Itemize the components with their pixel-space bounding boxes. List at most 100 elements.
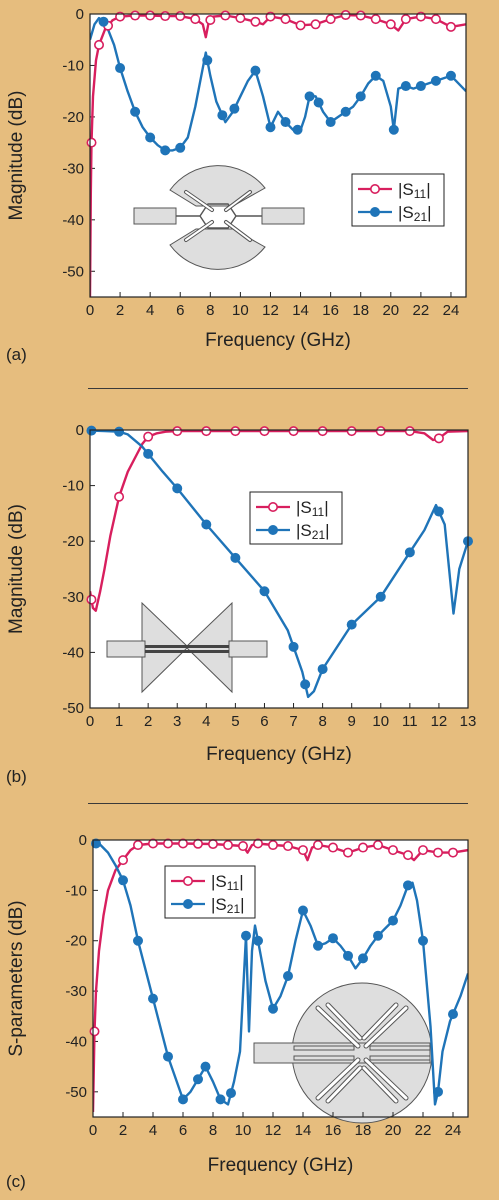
x-tick-label: 5 (231, 713, 239, 730)
legend-label-s21: |S21| (211, 895, 245, 916)
chart-panel-c: 0 2 4 6 8 10 12 14 16 18 20 22 240-10-20-30-40-50Fre… (6, 832, 469, 1176)
data-point-s11 (201, 426, 212, 437)
data-point-s21 (217, 110, 228, 121)
data-point-s21 (201, 519, 212, 530)
y-tick-label: -50 (62, 700, 84, 717)
data-point-s21 (404, 547, 415, 558)
x-tick-label: 12 (262, 302, 279, 319)
data-point-s21 (342, 950, 353, 961)
data-point-s11 (400, 14, 411, 25)
data-point-s21 (265, 122, 276, 133)
data-point-s11 (327, 842, 338, 853)
data-point-s21 (417, 935, 428, 946)
data-point-s11 (297, 845, 308, 856)
y-tick-label: -20 (62, 109, 84, 126)
data-point-s11 (317, 426, 328, 437)
data-point-s21 (86, 425, 97, 436)
data-point-s21 (253, 935, 264, 946)
data-point-s11 (145, 10, 156, 21)
panel-label-b: (b) (6, 767, 27, 786)
data-point-s21 (267, 1003, 278, 1014)
plot-area (90, 14, 466, 297)
data-point-s11 (325, 14, 336, 25)
data-point-s11 (208, 839, 219, 850)
x-tick-label: 8 (209, 1122, 217, 1139)
data-point-s21 (387, 915, 398, 926)
inset-line-right-1 (369, 1045, 431, 1051)
data-point-s11 (340, 10, 351, 21)
data-point-s11 (114, 491, 125, 502)
data-point-s21 (98, 16, 109, 27)
inset-device-diagram (106, 601, 268, 694)
data-point-s11 (175, 11, 186, 22)
data-point-s21 (118, 875, 129, 886)
inset-device-diagram (253, 982, 433, 1124)
data-point-s11 (310, 19, 321, 30)
data-point-s21 (304, 91, 315, 102)
x-tick-label: 2 (119, 1122, 127, 1139)
inset-feed-line-left (133, 207, 177, 225)
x-tick-label: 18 (355, 1122, 372, 1139)
data-point-s21 (445, 70, 456, 81)
legend-label-s11: |S11| (211, 872, 244, 893)
x-tick-label: 8 (206, 302, 214, 319)
data-point-s21 (229, 103, 240, 114)
inset-stub-slots-inner (185, 191, 251, 241)
chart-panel-b: 0 1 2 3 4 5 6 7 8 9 10 11 12 130-10-20-30-40-50Freque… (6, 422, 476, 765)
data-point-s21 (340, 106, 351, 117)
x-tick-label: 0 (89, 1122, 97, 1139)
data-point-s11 (430, 14, 441, 25)
data-point-s21 (200, 1061, 211, 1072)
data-point-s11 (357, 842, 368, 853)
legend-marker-s21 (369, 207, 380, 218)
x-tick-label: 12 (431, 713, 448, 730)
legend-label-s11: |S11| (398, 180, 431, 201)
data-point-s21 (133, 935, 144, 946)
data-point-s11 (445, 21, 456, 32)
legend-box (249, 491, 343, 545)
y-tick-label: 0 (76, 422, 84, 439)
x-tick-label: 20 (385, 1122, 402, 1139)
data-point-s11 (404, 426, 415, 437)
data-point-s11 (172, 426, 183, 437)
x-tick-label: 1 (115, 713, 123, 730)
data-point-s11 (387, 845, 398, 856)
x-tick-label: 24 (445, 1122, 462, 1139)
x-axis-label: Frequency (GHz) (205, 330, 351, 351)
data-point-s11 (89, 1026, 100, 1037)
data-point-s11 (312, 840, 323, 851)
data-point-s11 (385, 19, 396, 30)
y-axis-label: Magnitude (dB) (6, 504, 27, 634)
data-point-s21 (327, 933, 338, 944)
data-point-s11 (267, 840, 278, 851)
data-point-s21 (317, 664, 328, 675)
x-tick-label: 6 (176, 302, 184, 319)
y-tick-label: -10 (62, 57, 84, 74)
panel-divider-2 (88, 803, 468, 804)
data-point-s11 (130, 10, 141, 21)
legend-box (164, 865, 256, 919)
inset-radial-stub-bottom (169, 228, 266, 270)
inset-coupled-lines (176, 203, 262, 229)
data-point-s21 (193, 1074, 204, 1085)
plot-frame (92, 839, 469, 1118)
data-point-s11 (86, 594, 97, 605)
x-tick-label: 10 (235, 1122, 252, 1139)
y-tick-label: -40 (65, 1033, 87, 1050)
x-tick-label: 7 (289, 713, 297, 730)
data-point-s11 (133, 840, 144, 851)
inset-coupled-line-bottom (145, 650, 229, 653)
legend-label-s11: |S11| (296, 498, 329, 519)
data-point-s11 (86, 137, 97, 148)
data-point-s21 (250, 65, 261, 76)
x-tick-label: 2 (144, 713, 152, 730)
data-point-s11 (372, 840, 383, 851)
legend-label-s21: |S21| (398, 203, 432, 224)
data-point-s21 (241, 930, 252, 941)
y-tick-label: -40 (62, 644, 84, 661)
data-point-s21 (230, 552, 241, 563)
series-line-s11 (93, 842, 468, 1113)
data-point-s21 (346, 619, 357, 630)
y-tick-label: -30 (62, 160, 84, 177)
data-point-s11 (282, 841, 293, 852)
